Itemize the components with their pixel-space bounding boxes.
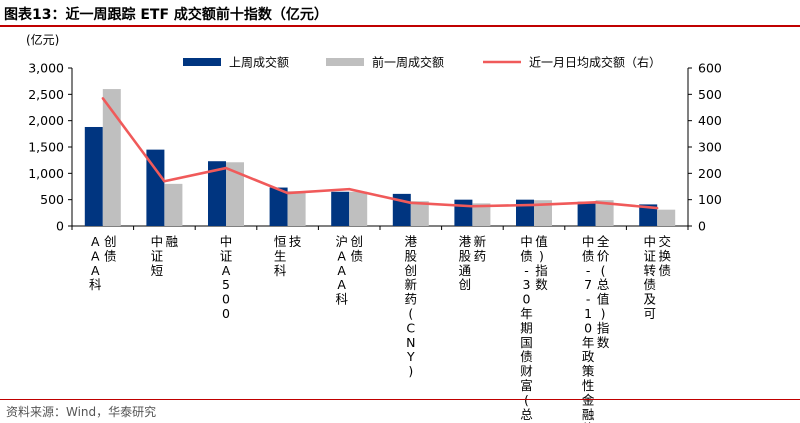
bar-previous-week: [287, 191, 306, 226]
x-tick-label: 中证短: [151, 234, 164, 278]
line-point: [594, 201, 597, 204]
y-right-tick-label: 400: [698, 113, 722, 128]
bar-current-week: [516, 199, 534, 226]
y-left-tick-label: 2,500: [28, 87, 64, 102]
legend-label: 近一月日均成交额（右）: [529, 55, 661, 70]
bar-previous-week: [657, 209, 676, 226]
x-tick-label: 港股通创: [459, 234, 472, 292]
x-tick-label: 恒生科: [274, 234, 287, 278]
legend-label: 上周成交额: [229, 55, 289, 70]
x-tick-label: 全价(总值)指数: [597, 234, 610, 350]
y-right-tick-label: 0: [698, 219, 706, 234]
bar-current-week: [639, 204, 658, 226]
legend-swatch: [183, 58, 221, 66]
x-tick-label: 技: [289, 234, 302, 249]
bar-current-week: [454, 199, 473, 226]
y-right-tick-label: 300: [698, 140, 722, 155]
line-point: [101, 97, 105, 100]
x-tick-label: 中证 A 5 0 0: [220, 234, 233, 321]
y-left-tick-label: 1,000: [28, 166, 64, 181]
source-rule: [0, 399, 800, 400]
bar-previous-week: [102, 89, 121, 226]
line-point: [656, 206, 659, 210]
bar-previous-week: [410, 201, 429, 226]
x-tick-label: 创债: [350, 234, 363, 263]
line-point: [163, 180, 166, 183]
bar-current-week: [146, 149, 165, 226]
x-tick-label: 港股创新药(C N Y): [405, 234, 418, 379]
y-unit-label: (亿元): [26, 32, 59, 47]
bar-current-week: [577, 201, 596, 226]
bar-previous-week: [595, 200, 614, 226]
legend-label: 前一周成交额: [372, 55, 444, 70]
x-tick-label: 中债-7-10年政策性金融债: [582, 234, 595, 423]
y-left-tick-label: 500: [40, 192, 64, 207]
bar-current-week: [208, 161, 226, 226]
bar-current-week: [84, 126, 103, 226]
title-rule: [0, 25, 800, 27]
x-tick-label: 融: [166, 234, 179, 249]
line-point: [471, 205, 474, 208]
line-point: [348, 187, 351, 191]
bar-previous-week: [226, 162, 244, 226]
y-right-tick-label: 100: [698, 192, 722, 207]
line-point: [409, 201, 412, 205]
line-monthly-avg: [101, 97, 658, 210]
x-tick-label: 交换债: [658, 234, 671, 278]
y-left-tick-label: 3,000: [28, 61, 64, 76]
bar-previous-week: [534, 200, 552, 226]
line-point: [532, 203, 536, 207]
chart-title: 图表13：近一周跟踪 ETF 成交额前十指数（亿元）: [4, 7, 328, 23]
y-right-tick-label: 500: [698, 87, 722, 102]
y-left-tick-label: 0: [56, 219, 64, 234]
y-right-tick-label: 600: [698, 61, 722, 76]
x-tick-label: 中证转债及可: [643, 234, 656, 321]
bar-current-week: [269, 187, 288, 226]
x-tick-label: 值)指数: [535, 234, 548, 292]
line-point: [224, 166, 228, 170]
bar-previous-week: [164, 183, 183, 226]
y-left-tick-label: 1,500: [28, 140, 64, 155]
bar-current-week: [331, 191, 350, 226]
x-tick-label: 新药: [474, 234, 487, 263]
bar-previous-week: [349, 191, 368, 226]
y-right-tick-label: 200: [698, 166, 722, 181]
line-point: [286, 191, 289, 195]
bar-previous-week: [472, 203, 491, 226]
y-left-tick-label: 2,000: [28, 113, 64, 128]
legend-swatch: [326, 58, 364, 66]
x-tick-label: 创债: [104, 234, 117, 263]
title-bar: 图表13：近一周跟踪 ETF 成交额前十指数（亿元）: [0, 0, 800, 27]
source-note: 资料来源：Wind，华泰研究: [6, 405, 157, 419]
